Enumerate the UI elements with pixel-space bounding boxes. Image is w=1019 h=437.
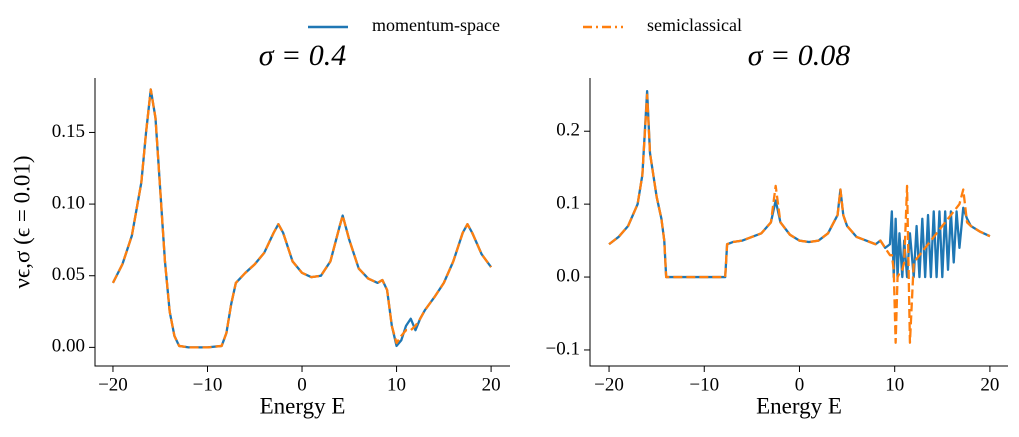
x-tick-label: −20 <box>594 374 624 395</box>
series-line <box>608 93 991 344</box>
x-tick-label: 0 <box>297 374 307 395</box>
y-axis-label: νϵ,σ (ϵ = 0.01) <box>9 156 34 289</box>
y-tick-label: 0.15 <box>52 121 85 142</box>
series-line <box>111 88 493 349</box>
y-tick-label: 0.1 <box>556 192 580 213</box>
y-tick-label: 0.10 <box>52 192 85 213</box>
chart-title: σ = 0.08 <box>748 39 851 72</box>
x-axis-label: Energy E <box>756 393 842 418</box>
chart-title: σ = 0.4 <box>259 39 347 72</box>
x-tick-label: 0 <box>795 374 805 395</box>
x-tick-label: −10 <box>689 374 719 395</box>
axis-spines <box>94 78 510 367</box>
y-tick-label: 0.00 <box>52 336 85 357</box>
series-line <box>608 89 991 279</box>
y-tick-label: 0.05 <box>52 264 85 285</box>
x-tick-label: 10 <box>885 374 904 395</box>
y-tick-label: −0.1 <box>546 338 580 359</box>
x-tick-label: −10 <box>193 374 223 395</box>
legend-label: momentum-space <box>372 15 500 35</box>
legend-label: semiclassical <box>647 15 742 35</box>
y-tick-label: 0.0 <box>556 265 580 286</box>
x-tick-label: 10 <box>387 374 406 395</box>
y-tick-label: 0.2 <box>556 120 580 141</box>
x-tick-label: −20 <box>98 374 128 395</box>
axis-spines <box>589 78 1008 367</box>
x-axis-label: Energy E <box>260 393 346 418</box>
x-tick-label: 20 <box>980 374 999 395</box>
x-tick-label: 20 <box>482 374 501 395</box>
